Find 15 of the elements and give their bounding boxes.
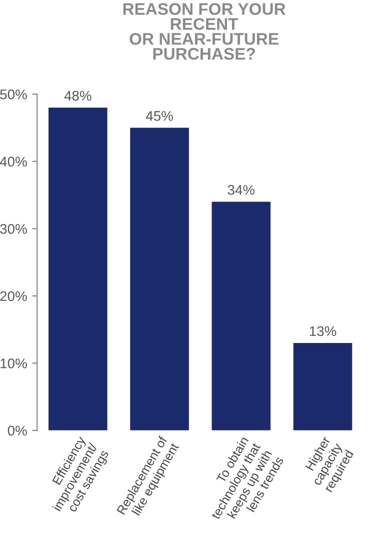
bar xyxy=(48,108,108,430)
y-tick-label: 30% xyxy=(0,224,27,234)
data-label: 48% xyxy=(64,90,92,101)
data-label: 45% xyxy=(146,111,173,121)
bar xyxy=(130,128,189,430)
data-label: 34% xyxy=(228,185,255,195)
y-tick-label: 40% xyxy=(0,156,27,167)
y-tick-label: 0% xyxy=(8,426,27,436)
y-tick-label: 20% xyxy=(0,291,27,302)
y-tick-label: 10% xyxy=(0,358,27,368)
chart-title: REASON FOR YOUR RECENT OR NEAR-FUTURE PURCHASE? xyxy=(123,3,286,60)
data-label: 13% xyxy=(310,326,336,336)
bar xyxy=(293,342,352,430)
bar xyxy=(212,202,271,430)
y-tick-label: 50% xyxy=(0,89,27,100)
